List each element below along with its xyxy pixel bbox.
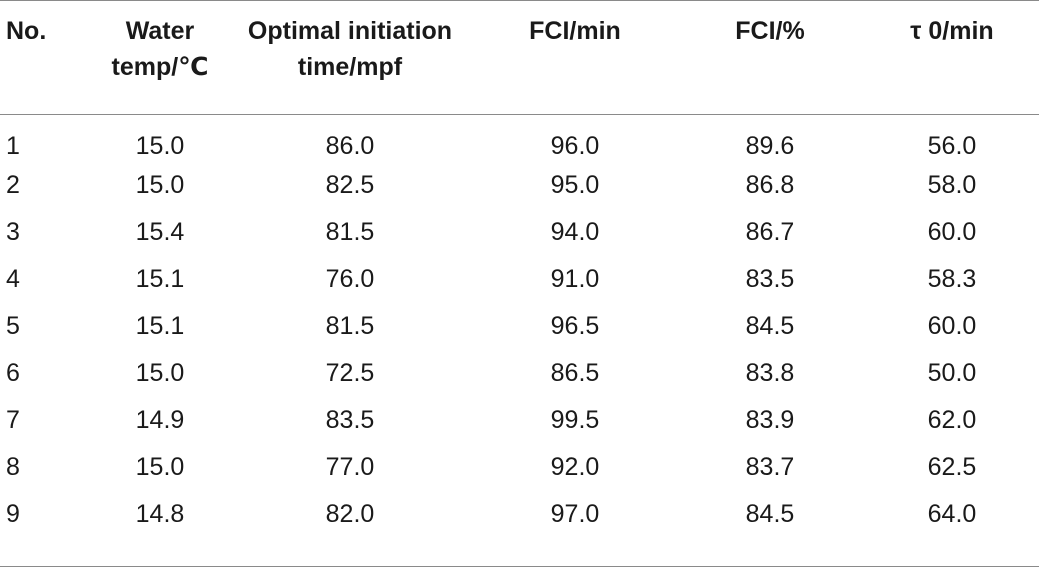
cell-water-temp: 15.0 bbox=[135, 452, 185, 481]
cell-tau: 60.0 bbox=[927, 311, 977, 340]
table-row: 1 15.0 86.0 96.0 89.6 56.0 bbox=[0, 115, 1039, 162]
header-fci-min-line-1: FCI/min bbox=[529, 17, 621, 45]
cell-fci-min: 92.0 bbox=[550, 452, 600, 481]
cell-water-temp: 15.0 bbox=[135, 170, 185, 199]
cell-fci-pct: 86.7 bbox=[745, 217, 795, 246]
cell-tau: 50.0 bbox=[927, 358, 977, 387]
table-row: 5 15.1 81.5 96.5 84.5 60.0 bbox=[0, 303, 1039, 350]
cell-fci-min: 94.0 bbox=[550, 217, 600, 246]
top-rule bbox=[0, 0, 1039, 1]
cell-fci-min: 99.5 bbox=[550, 405, 600, 434]
table-row: 9 14.8 82.0 97.0 84.5 64.0 bbox=[0, 491, 1039, 538]
cell-fci-pct: 83.9 bbox=[745, 405, 795, 434]
cell-fci-pct: 84.5 bbox=[745, 311, 795, 340]
table-row: 6 15.0 72.5 86.5 83.8 50.0 bbox=[0, 350, 1039, 397]
cell-fci-pct: 83.7 bbox=[745, 452, 795, 481]
cell-fci-min: 95.0 bbox=[550, 170, 600, 199]
header-initiation-time-line-1: Optimal initiation bbox=[247, 17, 453, 45]
cell-no: 3 bbox=[6, 217, 20, 246]
cell-no: 1 bbox=[6, 131, 20, 160]
header-cell-tau: τ 0/min bbox=[865, 1, 1039, 115]
cell-initiation-time: 81.5 bbox=[325, 311, 375, 340]
cell-fci-min: 96.0 bbox=[550, 131, 600, 160]
cell-fci-min: 86.5 bbox=[550, 358, 600, 387]
cell-water-temp: 14.8 bbox=[135, 499, 185, 528]
cell-water-temp: 15.4 bbox=[135, 217, 185, 246]
cell-fci-min: 96.5 bbox=[550, 311, 600, 340]
table-row: 7 14.9 83.5 99.5 83.9 62.0 bbox=[0, 397, 1039, 444]
cell-initiation-time: 76.0 bbox=[325, 264, 375, 293]
cell-no: 4 bbox=[6, 264, 20, 293]
cell-tau: 62.5 bbox=[927, 452, 977, 481]
cell-water-temp: 14.9 bbox=[135, 405, 185, 434]
cell-fci-min: 97.0 bbox=[550, 499, 600, 528]
cell-tau: 60.0 bbox=[927, 217, 977, 246]
cell-initiation-time: 81.5 bbox=[325, 217, 375, 246]
cell-no: 9 bbox=[6, 499, 20, 528]
header-fci-pct-line-1: FCI/% bbox=[735, 17, 805, 45]
header-water-temp-line-1: Water bbox=[125, 17, 195, 45]
header-row: No. Water temp/℃ Optimal initiation time… bbox=[0, 0, 1039, 115]
header-cell-initiation-time: Optimal initiation time/mpf bbox=[225, 1, 475, 115]
cell-fci-pct: 83.8 bbox=[745, 358, 795, 387]
cell-water-temp: 15.0 bbox=[135, 358, 185, 387]
data-table: No. Water temp/℃ Optimal initiation time… bbox=[0, 0, 1039, 538]
header-cell-water-temp: Water temp/℃ bbox=[95, 1, 225, 115]
cell-water-temp: 15.0 bbox=[135, 131, 185, 160]
cell-tau: 64.0 bbox=[927, 499, 977, 528]
header-tau-line-1: τ 0/min bbox=[910, 17, 994, 45]
header-water-temp-line-2: temp/℃ bbox=[111, 53, 209, 81]
cell-no: 6 bbox=[6, 358, 20, 387]
cell-tau: 62.0 bbox=[927, 405, 977, 434]
header-cell-fci-min: FCI/min bbox=[475, 1, 675, 115]
cell-initiation-time: 86.0 bbox=[325, 131, 375, 160]
cell-fci-pct: 84.5 bbox=[745, 499, 795, 528]
cell-initiation-time: 72.5 bbox=[325, 358, 375, 387]
header-cell-no: No. bbox=[0, 1, 95, 115]
cell-tau: 56.0 bbox=[927, 131, 977, 160]
cell-no: 7 bbox=[6, 405, 20, 434]
table-body: 1 15.0 86.0 96.0 89.6 56.0 2 15.0 82.5 95.0 86.8 58… bbox=[0, 115, 1039, 538]
table-row: 3 15.4 81.5 94.0 86.7 60.0 bbox=[0, 209, 1039, 256]
cell-initiation-time: 82.0 bbox=[325, 499, 375, 528]
cell-fci-min: 91.0 bbox=[550, 264, 600, 293]
table-row: 2 15.0 82.5 95.0 86.8 58.0 bbox=[0, 162, 1039, 209]
cell-no: 8 bbox=[6, 452, 20, 481]
cell-water-temp: 15.1 bbox=[135, 264, 185, 293]
cell-fci-pct: 89.6 bbox=[745, 131, 795, 160]
table-row: 8 15.0 77.0 92.0 83.7 62.5 bbox=[0, 444, 1039, 491]
cell-tau: 58.3 bbox=[927, 264, 977, 293]
header-no-line-1: No. bbox=[6, 17, 47, 45]
cell-no: 5 bbox=[6, 311, 20, 340]
cell-fci-pct: 83.5 bbox=[745, 264, 795, 293]
cell-initiation-time: 83.5 bbox=[325, 405, 375, 434]
cell-fci-pct: 86.8 bbox=[745, 170, 795, 199]
cell-tau: 58.0 bbox=[927, 170, 977, 199]
header-initiation-time-line-2: time/mpf bbox=[297, 53, 403, 81]
cell-water-temp: 15.1 bbox=[135, 311, 185, 340]
cell-no: 2 bbox=[6, 170, 20, 199]
bottom-rule bbox=[0, 566, 1039, 567]
cell-initiation-time: 77.0 bbox=[325, 452, 375, 481]
header-cell-fci-pct: FCI/% bbox=[675, 1, 865, 115]
cell-initiation-time: 82.5 bbox=[325, 170, 375, 199]
table-row: 4 15.1 76.0 91.0 83.5 58.3 bbox=[0, 256, 1039, 303]
